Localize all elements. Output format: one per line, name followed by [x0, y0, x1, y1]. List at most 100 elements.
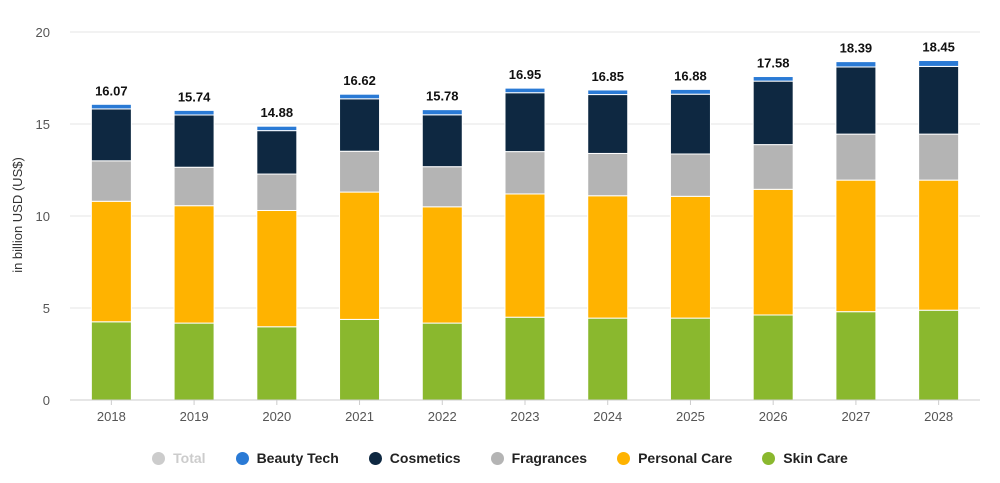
bar-personal-care: [504, 193, 546, 318]
total-label: 16.62: [343, 73, 376, 88]
legend-item-fragrances[interactable]: Fragrances: [490, 450, 588, 466]
bar-skin-care: [256, 326, 298, 401]
bar-personal-care: [421, 206, 463, 324]
y-tick-label: 15: [36, 117, 50, 132]
bar-skin-care: [421, 322, 463, 401]
total-label: 16.88: [674, 68, 707, 83]
bar-skin-care: [752, 314, 794, 401]
bar-skin-care: [173, 322, 215, 401]
x-axis-ticks: 2018 2019 2020 2021 2022 2023 2024 2025 2026 2027…: [97, 400, 953, 424]
bar-skin-care: [504, 316, 546, 401]
total-label: 18.39: [840, 41, 873, 56]
x-tick-label: 2025: [676, 409, 705, 424]
legend-marker: [762, 451, 776, 465]
legend-item-cosmetics[interactable]: Cosmetics: [368, 450, 461, 466]
total-label: 14.88: [261, 105, 294, 120]
bar-beauty-tech: [587, 89, 629, 96]
total-label: 16.85: [591, 69, 624, 84]
y-tick-label: 20: [36, 25, 50, 40]
bar-fragrances: [173, 166, 215, 207]
bar-fragrances: [256, 173, 298, 211]
bar-cosmetics: [835, 66, 877, 135]
bar-skin-care: [918, 309, 960, 401]
bar-personal-care: [339, 191, 381, 320]
bar-skin-care: [339, 318, 381, 401]
bar-fragrances: [669, 153, 711, 197]
bar-fragrances: [835, 133, 877, 181]
bar-cosmetics: [173, 114, 215, 168]
x-tick-label: 2023: [511, 409, 540, 424]
bar-cosmetics: [256, 130, 298, 175]
bar-personal-care: [918, 179, 960, 311]
bar-personal-care: [173, 205, 215, 324]
legend-marker: [235, 451, 249, 465]
legend-marker: [368, 451, 382, 465]
bar-beauty-tech: [256, 125, 298, 132]
x-tick-label: 2028: [924, 409, 953, 424]
bar-cosmetics: [918, 65, 960, 135]
x-tick-label: 2022: [428, 409, 457, 424]
legend: Total Beauty Tech Cosmetics Fragrances Perso…: [0, 446, 1000, 470]
legend-marker: [490, 451, 504, 465]
bar-fragrances: [421, 166, 463, 208]
y-axis-ticks: 0 5 10 15 20: [36, 25, 50, 408]
legend-item-total[interactable]: Total: [152, 450, 206, 466]
bar-beauty-tech: [752, 76, 794, 82]
bar-beauty-tech: [421, 109, 463, 116]
x-tick-label: 2019: [180, 409, 209, 424]
y-tick-label: 0: [43, 393, 50, 408]
bar-cosmetics: [90, 108, 132, 162]
bar-fragrances: [918, 133, 960, 181]
bar-personal-care: [669, 195, 711, 319]
x-tick-label: 2026: [759, 409, 788, 424]
bar-fragrances: [752, 144, 794, 190]
legend-item-skin-care[interactable]: Skin Care: [762, 450, 848, 466]
bar-skin-care: [90, 321, 132, 401]
bar-fragrances: [339, 150, 381, 193]
total-label: 17.58: [757, 56, 790, 71]
total-label: 15.78: [426, 89, 459, 104]
bars: [90, 60, 960, 401]
y-axis-label: in billion USD (US$): [10, 157, 25, 273]
x-tick-label: 2021: [345, 409, 374, 424]
legend-item-beauty-tech[interactable]: Beauty Tech: [235, 450, 339, 466]
x-tick-label: 2018: [97, 409, 126, 424]
legend-label: Fragrances: [511, 450, 588, 466]
x-tick-label: 2020: [262, 409, 291, 424]
legend-item-personal-care[interactable]: Personal Care: [617, 450, 732, 466]
bar-cosmetics: [339, 98, 381, 152]
bar-fragrances: [90, 160, 132, 202]
bar-beauty-tech: [504, 87, 546, 94]
bar-beauty-tech: [90, 103, 132, 110]
bar-personal-care: [752, 188, 794, 316]
legend-label: Total: [173, 450, 206, 466]
total-label: 16.07: [95, 83, 128, 98]
legend-marker: [617, 451, 631, 465]
bar-cosmetics: [669, 93, 711, 155]
bar-skin-care: [669, 317, 711, 401]
total-label: 18.45: [922, 40, 955, 55]
bar-cosmetics: [421, 114, 463, 168]
bar-beauty-tech: [918, 60, 960, 67]
bar-personal-care: [90, 200, 132, 323]
total-label: 15.74: [178, 89, 211, 104]
x-tick-label: 2027: [841, 409, 870, 424]
legend-label: Beauty Tech: [256, 450, 339, 466]
legend-label: Cosmetics: [389, 450, 461, 466]
bar-skin-care: [835, 311, 877, 401]
bar-cosmetics: [752, 80, 794, 146]
bar-beauty-tech: [835, 61, 877, 68]
bar-beauty-tech: [339, 93, 381, 100]
legend-label: Skin Care: [783, 450, 848, 466]
bar-beauty-tech: [669, 88, 711, 95]
bar-skin-care: [587, 317, 629, 401]
bar-fragrances: [587, 152, 629, 197]
bar-personal-care: [587, 195, 629, 319]
total-labels: 16.07 15.74 14.88 16.62 15.78 16.95 16.85 16.88…: [95, 40, 955, 121]
x-tick-label: 2024: [593, 409, 622, 424]
bar-beauty-tech: [173, 109, 215, 116]
bar-cosmetics: [504, 92, 546, 153]
bar-cosmetics: [587, 94, 629, 154]
y-tick-label: 10: [36, 209, 50, 224]
